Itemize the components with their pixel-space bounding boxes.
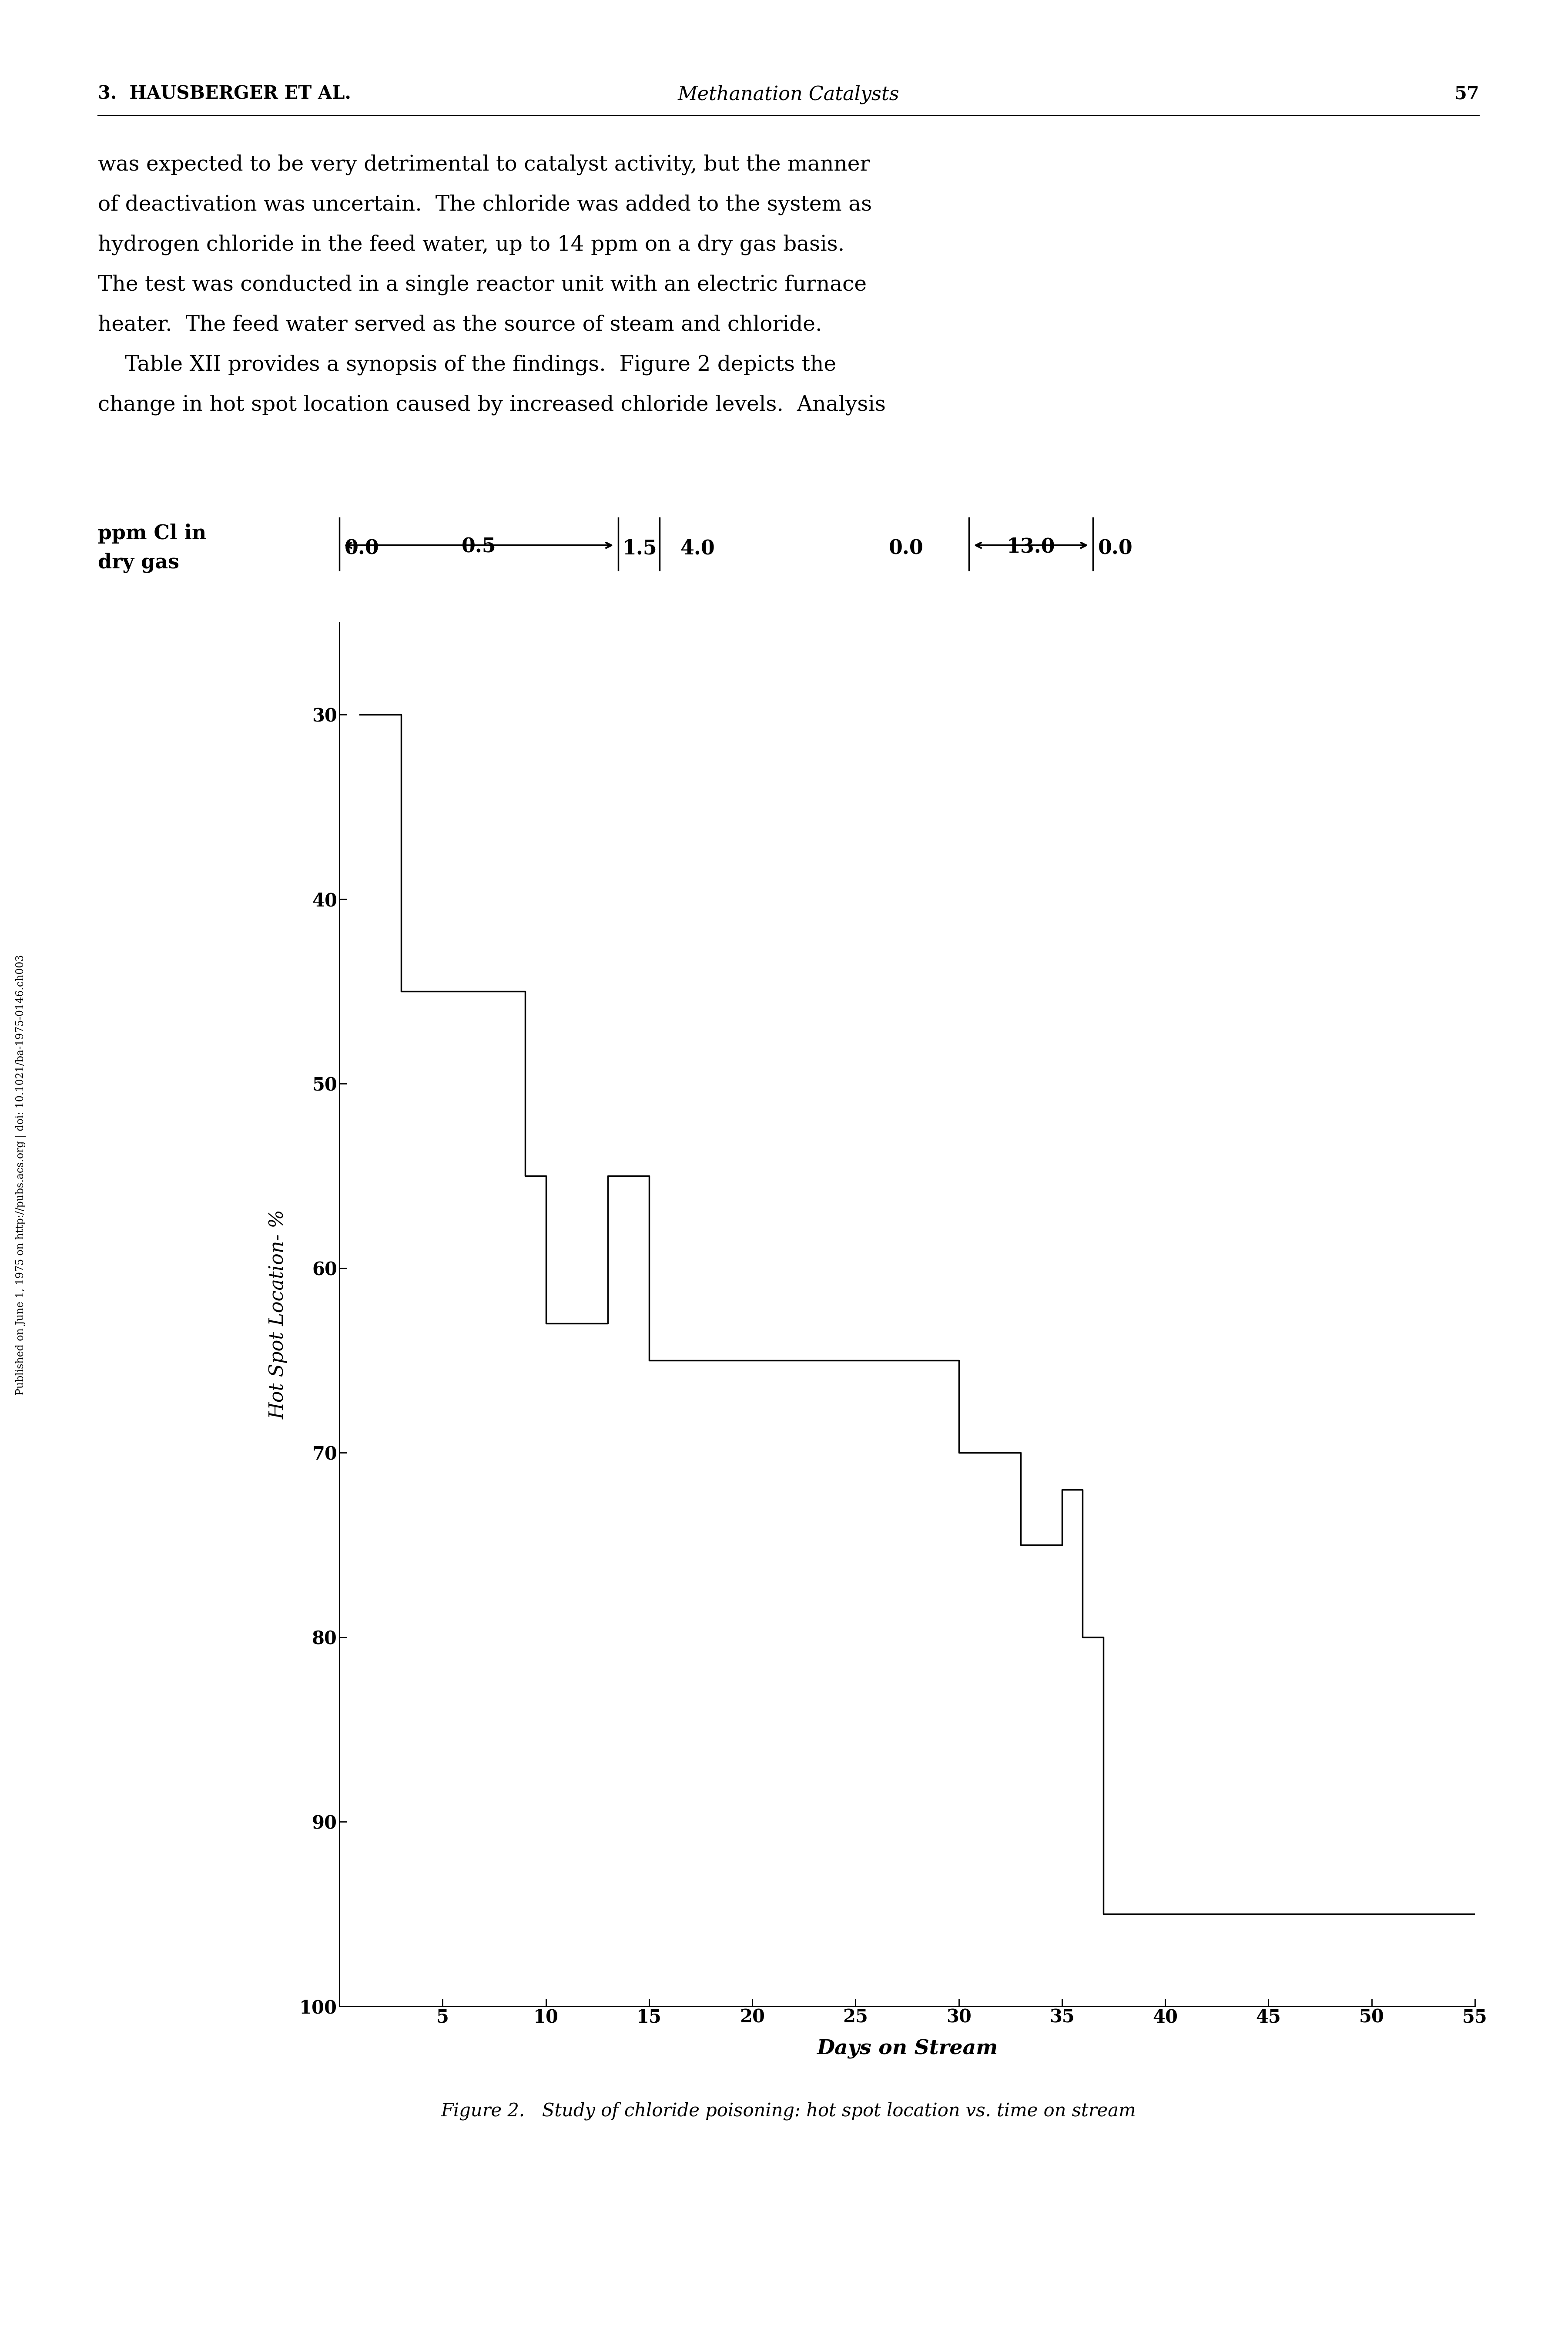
Text: 0.0: 0.0 <box>345 538 379 559</box>
Text: 1.5: 1.5 <box>622 538 657 559</box>
Text: 57: 57 <box>1454 85 1479 103</box>
Text: 3.  HAUSBERGER ET AL.: 3. HAUSBERGER ET AL. <box>97 85 351 103</box>
Y-axis label: Hot Spot Location- %: Hot Spot Location- % <box>268 1210 287 1419</box>
Text: of deactivation was uncertain.  The chloride was added to the system as: of deactivation was uncertain. The chlor… <box>97 195 872 216</box>
X-axis label: Days on Stream: Days on Stream <box>817 2040 997 2059</box>
Text: dry gas: dry gas <box>97 552 179 573</box>
Text: was expected to be very detrimental to catalyst activity, but the manner: was expected to be very detrimental to c… <box>97 155 870 176</box>
Text: 0.5: 0.5 <box>461 536 495 557</box>
Text: Table XII provides a synopsis of the findings.  Figure 2 depicts the: Table XII provides a synopsis of the fin… <box>97 355 836 376</box>
Text: ppm Cl in: ppm Cl in <box>97 524 207 543</box>
Text: Published on June 1, 1975 on http://pubs.acs.org | doi: 10.1021/ba-1975-0146.ch0: Published on June 1, 1975 on http://pubs… <box>16 954 27 1396</box>
Text: 0.0: 0.0 <box>889 538 924 559</box>
Text: change in hot spot location caused by increased chloride levels.  Analysis: change in hot spot location caused by in… <box>97 395 886 416</box>
Text: 0.0: 0.0 <box>1098 538 1132 559</box>
Text: heater.  The feed water served as the source of steam and chloride.: heater. The feed water served as the sou… <box>97 315 822 336</box>
Text: The test was conducted in a single reactor unit with an electric furnace: The test was conducted in a single react… <box>97 275 867 296</box>
Text: Figure 2.   Study of chloride poisoning: hot spot location vs. time on stream: Figure 2. Study of chloride poisoning: h… <box>441 2101 1135 2120</box>
Text: 4.0: 4.0 <box>681 538 715 559</box>
Text: 13.0: 13.0 <box>1007 536 1055 557</box>
Text: hydrogen chloride in the feed water, up to 14 ppm on a dry gas basis.: hydrogen chloride in the feed water, up … <box>97 235 844 256</box>
Text: Methanation Catalysts: Methanation Catalysts <box>677 85 898 103</box>
